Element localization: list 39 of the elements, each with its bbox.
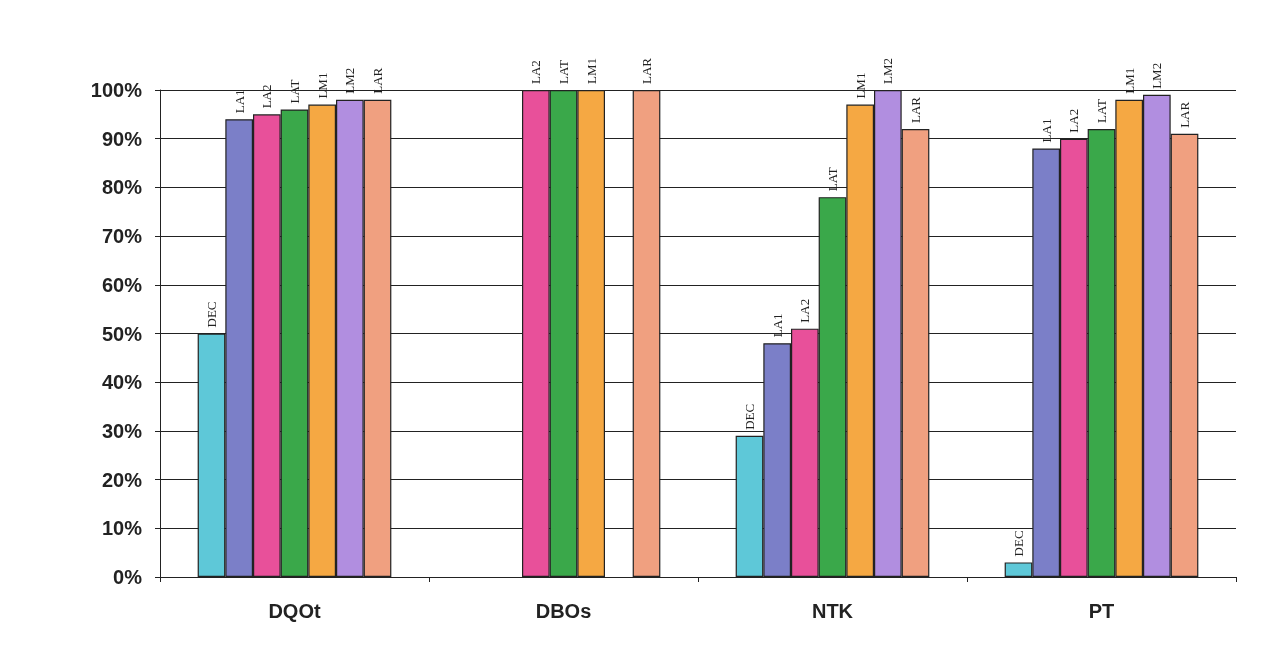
text: LM2 [342,67,358,94]
y-tick-label: 70% [101,225,143,248]
text: LM1 [314,72,330,99]
y-tick-label: 40% [101,371,143,394]
text: LA2 [797,298,813,323]
y-tick-label: 80% [101,176,143,199]
text: LAT [1094,99,1109,123]
text: LAR [908,96,924,123]
x-tick-label: DBOs [535,600,592,622]
text: DEC [203,301,219,328]
text: LM2 [1149,62,1165,89]
text: LA1 [1038,118,1054,143]
x-tick-label: DQOt [268,600,321,622]
text: DEC [741,403,757,430]
text: LAT [556,60,571,84]
text: LA1 [769,313,785,338]
x-tick-label: NTK [811,600,854,622]
text: LA2 [259,84,275,109]
text: LM1 [583,58,599,84]
text: LM2 [880,58,896,84]
text: LAR [1177,101,1193,128]
y-tick-label: 10% [101,517,143,540]
text: DEC [1010,530,1026,557]
y-tick-label: 50% [101,322,143,345]
x-tick-label: PT [1088,600,1115,622]
text: LM1 [852,72,868,99]
y-tick-label: 30% [101,419,143,442]
text: LAR [639,57,655,84]
y-tick-label: 60% [101,273,143,296]
y-tick-label: 90% [101,127,143,150]
y-tick-label: 100% [90,79,143,101]
text: LA2 [1066,108,1082,133]
text: LM1 [1121,67,1137,94]
y-tick-label: 20% [101,468,143,491]
text: LA2 [528,60,544,84]
text: LAR [370,67,386,94]
text: LA1 [231,89,247,114]
y-tick-label: 0% [113,566,143,588]
text: LAT [825,167,840,192]
